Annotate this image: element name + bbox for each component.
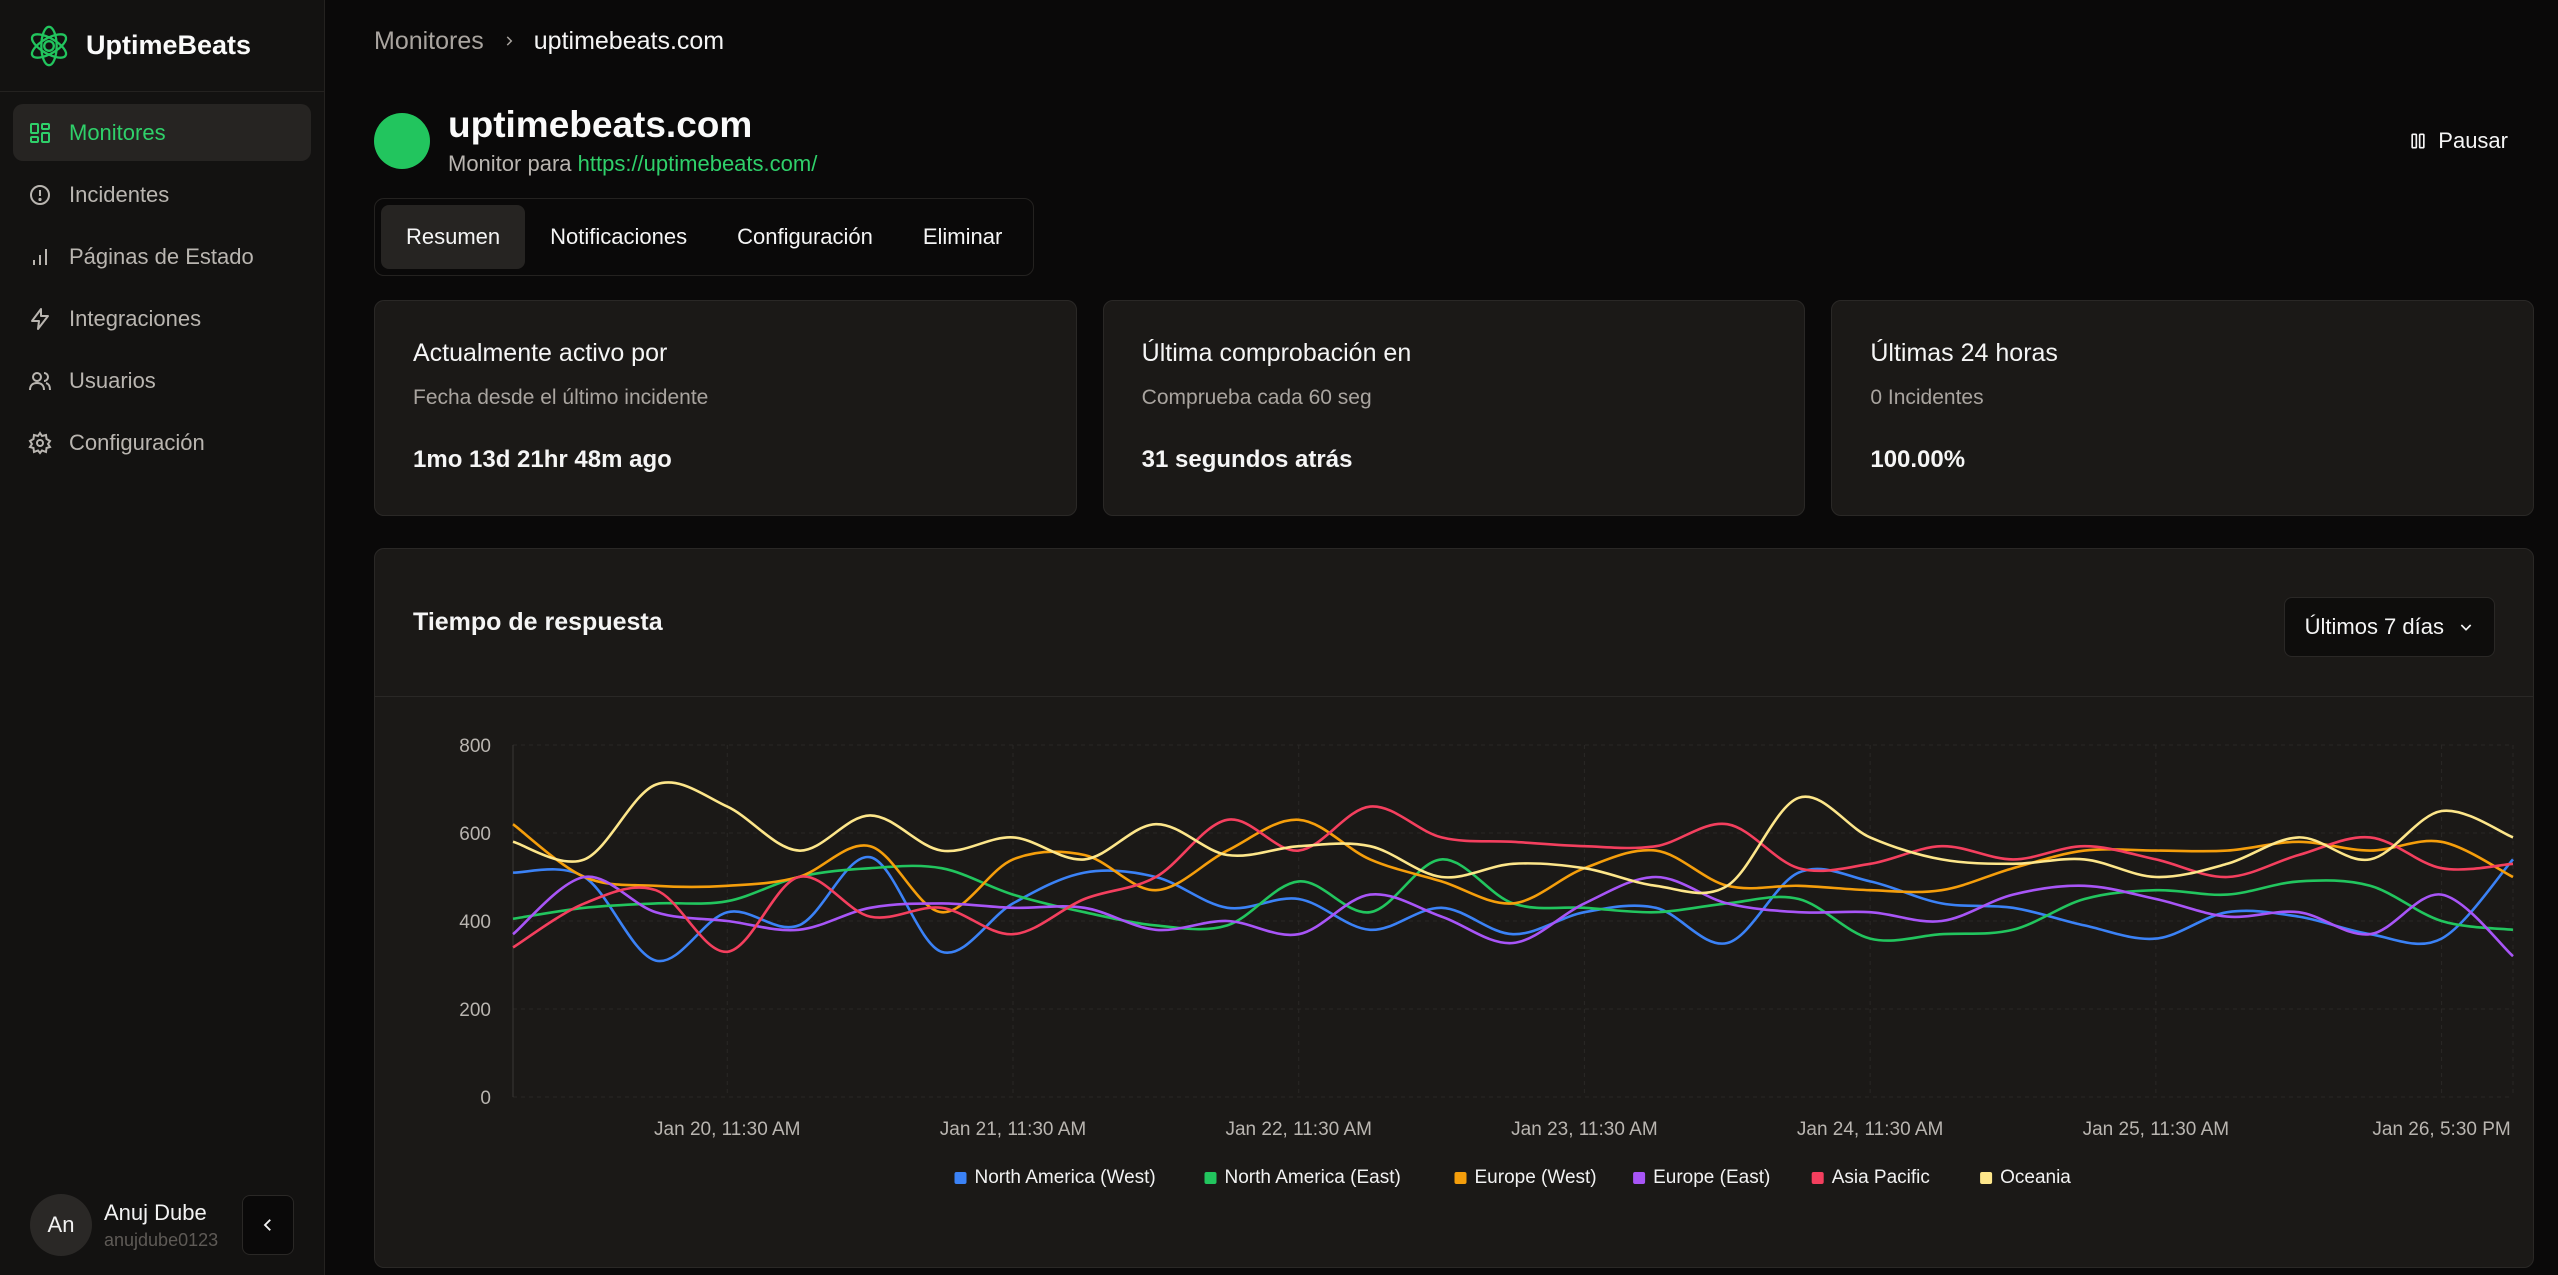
series-line-asia-pacific [512, 805, 2514, 954]
card-title: Última comprobación en [1141, 339, 1412, 367]
legend-swatch [1633, 1172, 1646, 1184]
series-line-oceania [512, 781, 2514, 895]
user-handle: anujdube0123 [104, 1229, 219, 1250]
x-tick-label: Jan 22, 11:30 AM [1225, 1119, 1371, 1140]
main-content: Monitores uptimebeats.com uptimebeats.co… [325, 0, 2558, 1275]
stat-card-last-check: Última comprobación en Comprueba cada 60… [1102, 300, 1806, 516]
time-range-value: Últimos 7 días [2304, 614, 2444, 639]
sidebar-item-label: Incidentes [69, 181, 170, 207]
time-range-select[interactable]: Últimos 7 días [2283, 597, 2495, 657]
card-value: 100.00% [1870, 446, 1966, 473]
sidebar-item-integraciones[interactable]: Integraciones [13, 290, 311, 347]
x-tick-label: Jan 21, 11:30 AM [940, 1119, 1086, 1140]
tab-notificaciones[interactable]: Notificaciones [550, 224, 688, 249]
pause-icon [2408, 131, 2428, 151]
legend-swatch [1204, 1172, 1217, 1184]
monitor-header: uptimebeats.com Monitor para https://upt… [349, 103, 2534, 177]
response-time-card: Tiempo de respuesta Últimos 7 días 0 200 4… [374, 548, 2534, 1268]
x-tick-label: Jan 26, 5:30 PM [2372, 1119, 2510, 1140]
sidebar-item-paginas-de-estado[interactable]: Páginas de Estado [13, 228, 311, 285]
users-icon [27, 368, 53, 394]
y-tick-label: 200 [459, 1000, 491, 1021]
breadcrumb-parent[interactable]: Monitores [374, 26, 484, 55]
sidebar: UptimeBeats Monitores Incidentes Páginas… [0, 0, 325, 1275]
breadcrumb-current: uptimebeats.com [533, 26, 725, 55]
avatar[interactable]: An [30, 1194, 92, 1256]
x-tick-label: Jan 25, 11:30 AM [2083, 1119, 2229, 1140]
response-time-chart: 0 200 400 600 800 Jan 20, 11:30 AM Jan 21, 11:… [459, 736, 2514, 1188]
subtitle-prefix: Monitor para [448, 151, 572, 177]
sidebar-item-monitores[interactable]: Monitores [13, 104, 311, 161]
sidebar-item-incidentes[interactable]: Incidentes [13, 166, 311, 223]
dashboard-icon [27, 120, 53, 146]
sidebar-item-configuracion[interactable]: Configuración [13, 414, 311, 471]
series-line-europe-east [512, 875, 2514, 958]
card-subtitle: Comprueba cada 60 seg [1141, 386, 1372, 409]
legend-swatch [954, 1172, 967, 1184]
collapse-sidebar-button[interactable] [242, 1195, 294, 1255]
sidebar-item-label: Monitores [69, 119, 166, 145]
card-title: Actualmente activo por [413, 339, 668, 367]
tab-eliminar[interactable]: Eliminar [922, 224, 1003, 249]
card-subtitle: Fecha desde el último incidente [413, 386, 709, 409]
sidebar-item-usuarios[interactable]: Usuarios [13, 352, 311, 409]
gear-icon [27, 430, 53, 456]
legend-label: North America (East) [1225, 1167, 1401, 1188]
pause-button[interactable]: Pausar [2408, 118, 2508, 164]
stat-card-24h: Últimas 24 horas 0 Incidentes 100.00% [1831, 300, 2535, 516]
series-line-north-america-east [512, 858, 2514, 942]
sidebar-item-label: Páginas de Estado [69, 243, 254, 269]
user-info: Anuj Dube anujdube0123 [104, 1200, 242, 1251]
breadcrumb: Monitores uptimebeats.com [349, 0, 2534, 82]
legend-swatch [1454, 1172, 1467, 1184]
series-line-north-america-west [512, 855, 2514, 963]
chart-header: Tiempo de respuesta Últimos 7 días [375, 549, 2533, 697]
legend-swatch [1980, 1172, 1993, 1184]
card-value: 31 segundos atrás [1141, 446, 1353, 473]
tab-resumen[interactable]: Resumen [381, 205, 526, 269]
y-tick-label: 800 [459, 736, 491, 757]
lightning-icon [27, 306, 53, 332]
chevron-down-icon [2458, 619, 2474, 635]
legend-label: Asia Pacific [1832, 1167, 1930, 1188]
tab-bar: Resumen Notificaciones Configuración Eli… [374, 198, 1035, 276]
x-tick-label: Jan 24, 11:30 AM [1797, 1119, 1943, 1140]
brand[interactable]: UptimeBeats [0, 0, 324, 92]
y-tick-label: 400 [459, 912, 491, 933]
sidebar-item-label: Usuarios [69, 367, 156, 393]
page-title: uptimebeats.com [448, 103, 753, 145]
brand-name: UptimeBeats [86, 30, 252, 60]
chevron-left-icon [263, 1219, 271, 1231]
y-tick-label: 600 [459, 824, 491, 845]
stat-card-uptime: Actualmente activo por Fecha desde el úl… [374, 300, 1077, 516]
legend-label: Europe (West) [1475, 1167, 1597, 1188]
tab-configuracion[interactable]: Configuración [737, 224, 873, 249]
status-indicator [374, 113, 430, 169]
sidebar-nav: Monitores Incidentes Páginas de Estado I… [0, 92, 324, 488]
legend-label: Oceania [2000, 1167, 2071, 1188]
logo-icon [30, 25, 68, 66]
x-tick-label: Jan 23, 11:30 AM [1511, 1119, 1657, 1140]
user-profile[interactable]: An Anuj Dube anujdube0123 [30, 1193, 294, 1257]
monitor-subtitle: Monitor para https://uptimebeats.com/ [448, 151, 817, 177]
legend-label: Europe (East) [1653, 1167, 1770, 1188]
series-line-europe-west [512, 818, 2514, 914]
sidebar-item-label: Configuración [69, 429, 205, 455]
legend-swatch [1811, 1172, 1824, 1184]
y-tick-label: 0 [480, 1088, 491, 1109]
monitor-url-link[interactable]: https://uptimebeats.com/ [577, 151, 818, 177]
sidebar-item-label: Integraciones [69, 305, 202, 331]
x-tick-label: Jan 20, 11:30 AM [654, 1119, 800, 1140]
card-value: 1mo 13d 21hr 48m ago [413, 446, 672, 473]
chart-section-title: Tiempo de respuesta [413, 608, 663, 636]
alert-circle-icon [27, 182, 53, 208]
stat-cards: Actualmente activo por Fecha desde el úl… [374, 300, 2535, 516]
chevron-right-icon [502, 34, 516, 48]
user-name: Anuj Dube [104, 1199, 207, 1225]
card-subtitle: 0 Incidentes [1870, 386, 1984, 409]
pause-label: Pausar [2438, 128, 2508, 153]
legend-label: North America (West) [975, 1167, 1156, 1188]
bar-chart-icon [27, 244, 53, 270]
card-title: Últimas 24 horas [1870, 339, 2058, 367]
